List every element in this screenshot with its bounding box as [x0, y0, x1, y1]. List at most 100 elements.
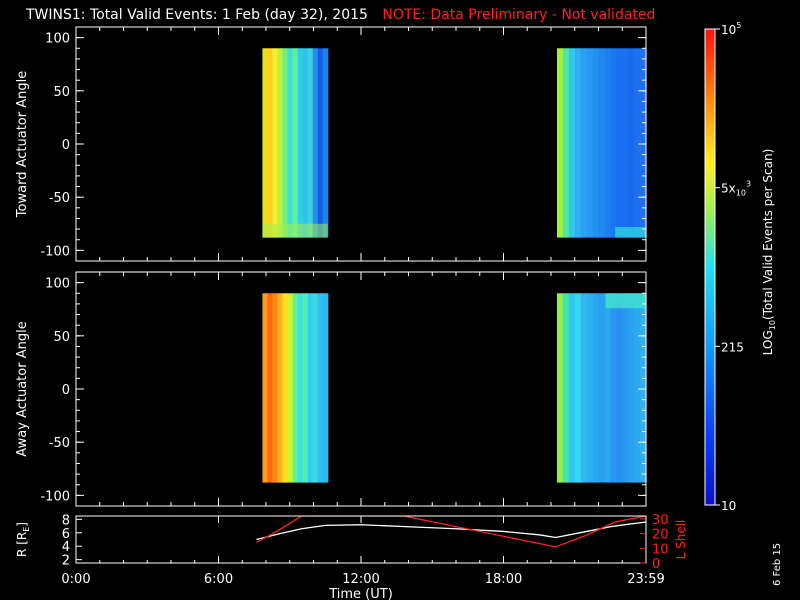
heatmap-block: [262, 48, 329, 238]
heatmap-column: [287, 48, 294, 238]
y-tick-label: -100: [40, 244, 70, 259]
heatmap-column: [287, 293, 294, 483]
heatmap-column: [616, 48, 623, 238]
heatmap-column: [297, 48, 304, 238]
x-tick-label: 18:00: [485, 572, 522, 587]
y-tick-label: 50: [53, 85, 70, 100]
colorbar-gradient: [705, 29, 715, 505]
heatmap-column: [267, 293, 274, 483]
heatmap-column: [292, 293, 299, 483]
heatmap-column: [604, 48, 611, 238]
heatmap-column: [616, 293, 623, 483]
heatmap-block: [556, 48, 647, 238]
heatmap-column: [574, 48, 582, 238]
heatmap-column: [568, 48, 576, 238]
heatmap-column: [640, 48, 647, 238]
chart-title-main: TWINS1: Total Valid Events: 1 Feb (day 3…: [26, 7, 368, 23]
y-right-axis-label: L Shell: [674, 520, 688, 560]
heatmap-band: [615, 226, 646, 238]
heatmap-column: [282, 293, 289, 483]
heatmap-column: [562, 48, 570, 238]
heatmap-column: [307, 48, 314, 238]
heatmap-column: [610, 293, 617, 483]
heatmap-column: [272, 48, 279, 238]
colorbar-frame: [704, 28, 716, 506]
heatmap-column: [592, 48, 600, 238]
side-date: 6 Feb 15: [772, 542, 783, 586]
heatmap-column: [322, 48, 329, 238]
chart-title: TWINS1: Total Valid Events: 1 Feb (day 3…: [26, 7, 655, 23]
y-tick-label: 0: [62, 383, 70, 398]
heatmap-column: [598, 48, 606, 238]
colorbar-tick-label: 10: [721, 499, 736, 513]
chart-title-note: NOTE: Data Preliminary - Not validated: [382, 7, 656, 23]
x-tick-label: 12:00: [342, 572, 379, 587]
y-tick-label: 50: [53, 330, 70, 345]
heatmap-column: [302, 48, 309, 238]
y-tick-label: 0: [62, 138, 70, 153]
heatmap-column: [580, 293, 588, 483]
heatmap-column: [598, 293, 606, 483]
heatmap-column: [622, 48, 629, 238]
heatmap-column: [317, 48, 324, 238]
heatmap-column: [610, 48, 617, 238]
axes-frame: [75, 515, 647, 564]
y-tick-label: 8: [62, 513, 70, 528]
heatmap-column: [272, 293, 279, 483]
y-tick-label: 2: [62, 554, 70, 569]
colorbar-tick-label: 5x103: [721, 180, 751, 198]
y-right-tick-label: 20: [652, 528, 669, 543]
heatmap-column: [302, 293, 309, 483]
heatmap-column: [622, 293, 629, 483]
heatmap-block: [262, 293, 329, 483]
x-axis-label: Time (UT): [328, 587, 393, 600]
y-axis-label: Away Actuator Angle: [15, 321, 30, 456]
y-tick-label: -50: [49, 191, 70, 206]
heatmap-column: [317, 293, 324, 483]
heatmap-column: [568, 293, 576, 483]
heatmap-column: [604, 293, 611, 483]
y-tick-label: 6: [62, 527, 70, 542]
heatmap-column: [277, 48, 284, 238]
y-tick-label: 100: [45, 277, 70, 292]
heatmap-column: [277, 293, 284, 483]
y-right-tick-label: 10: [652, 542, 669, 557]
heatmap-column: [322, 293, 329, 483]
heatmap-column: [628, 48, 635, 238]
x-tick-label: 23:59: [627, 572, 664, 587]
heatmap-column: [628, 293, 635, 483]
y-right-tick-label: 30: [652, 513, 669, 528]
heatmap-block: [556, 293, 647, 483]
heatmap-column: [312, 293, 319, 483]
y-axis-label: Toward Actuator Angle: [15, 71, 30, 218]
heatmap-column: [634, 293, 641, 483]
toward-panel: 100 50 0 -50 -100 Toward Actuator Angle: [15, 26, 647, 262]
heatmap-column: [574, 293, 582, 483]
colorbar-tick-label: 215: [721, 340, 744, 354]
y-axis-label: R [RE]: [15, 522, 31, 557]
heatmap-column: [312, 48, 319, 238]
heatmap-column: [640, 293, 647, 483]
heatmap-column: [586, 48, 594, 238]
colorbar-label: LOG10(Total Valid Events per Scan): [761, 149, 777, 356]
heatmap-column: [262, 48, 269, 238]
heatmap-band: [605, 293, 646, 309]
colorbar: 10 215 5x103 105 LOG10(Total Valid Events pe…: [704, 21, 777, 513]
heatmap-column: [586, 293, 594, 483]
heatmap-column: [307, 293, 314, 483]
heatmap-column: [292, 48, 299, 238]
r-series-line: [256, 521, 646, 541]
heatmap-column: [556, 48, 564, 238]
heatmap-column: [282, 48, 289, 238]
heatmap-column: [297, 293, 304, 483]
lshell-series-line: [256, 516, 646, 548]
x-tick-label: 6:00: [204, 572, 233, 587]
heatmap-column: [580, 48, 588, 238]
y-tick-label: -100: [40, 489, 70, 504]
heatmap-band: [262, 223, 328, 238]
heatmap-column: [592, 293, 600, 483]
y-tick-label: 100: [45, 32, 70, 47]
x-tick-label: 0:00: [61, 572, 90, 587]
